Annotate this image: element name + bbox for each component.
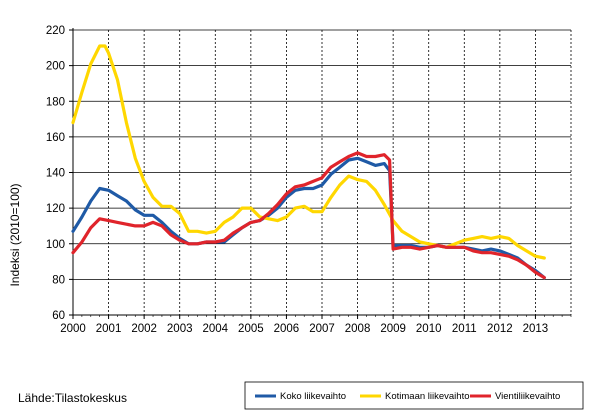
x-tick-label: 2005	[238, 323, 264, 335]
legend: Koko liikevaihto Kotimaan liikevaihto Vien…	[244, 381, 584, 410]
grid-lines	[73, 29, 572, 315]
x-tick-label: 2010	[416, 323, 442, 335]
series-lines	[71, 44, 546, 280]
y-tick-label: 220	[46, 25, 65, 37]
legend-label: Koko liikevaihto	[280, 391, 346, 402]
x-tick-label: 2009	[380, 323, 406, 335]
y-tick-label: 80	[52, 274, 65, 286]
y-tick-label: 140	[46, 168, 65, 180]
axes	[72, 28, 571, 316]
legend-label: Vientiliikevaihto	[495, 391, 560, 402]
series-line-vientiliikevaihto	[71, 151, 546, 280]
y-tick-label: 180	[46, 96, 65, 108]
y-tick-label: 160	[46, 132, 65, 144]
y-tick-label: 100	[46, 239, 65, 251]
source-note: Lähde:Tilastokeskus	[18, 391, 127, 405]
legend-label: Kotimaan liikevaihto	[385, 391, 470, 402]
x-tick-label: 2003	[167, 323, 193, 335]
x-tick-label: 2011	[452, 323, 477, 335]
x-tick-label: 2004	[202, 323, 228, 335]
y-axis-label: Indeksi (2010=100)	[8, 183, 22, 286]
x-tick-label: 2007	[309, 323, 335, 335]
x-tick-label: 2006	[274, 323, 300, 335]
x-tick-label: 2000	[60, 323, 86, 335]
y-tick-label: 120	[46, 203, 65, 215]
y-axis-ticks: 60 80 100 120 140 160 180 200 220	[46, 25, 73, 322]
x-tick-label: 2012	[487, 323, 513, 335]
series-line-kotimaan-liikevaihto	[71, 44, 546, 260]
x-tick-label: 2008	[345, 323, 371, 335]
x-axis-ticks: 2000 2001 2002 2003 2004 2005 2006 2007 2008 2009…	[60, 315, 572, 335]
y-tick-label: 60	[52, 310, 65, 322]
legend-box	[244, 381, 584, 410]
y-tick-label: 200	[46, 61, 65, 73]
x-tick-label: 2001	[96, 323, 122, 335]
x-tick-label: 2013	[523, 323, 549, 335]
x-tick-label: 2002	[131, 323, 157, 335]
